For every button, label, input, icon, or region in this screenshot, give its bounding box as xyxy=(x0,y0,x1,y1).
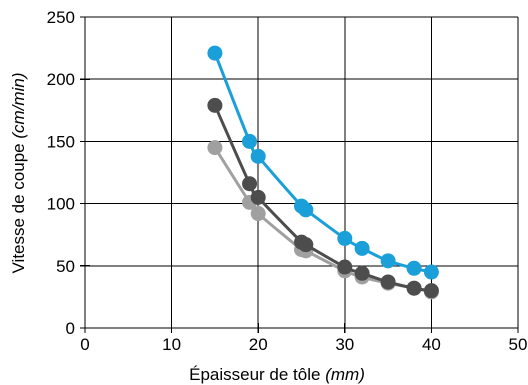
x-axis-label-text: Épaisseur de tôle xyxy=(189,365,320,384)
series-2-point-8 xyxy=(380,274,396,290)
series-2-point-6 xyxy=(337,259,353,275)
series-2-point-7 xyxy=(354,265,370,281)
series-1-point-9 xyxy=(406,260,422,276)
y-axis-label-text: Vitesse de coupe xyxy=(9,143,28,273)
y-tick-label-200: 200 xyxy=(47,70,75,89)
series-1-line xyxy=(213,51,433,274)
y-tick-label-150: 150 xyxy=(47,132,75,151)
x-tick-label-10: 10 xyxy=(162,335,181,354)
series-3-point-3 xyxy=(250,206,266,222)
x-tick-label-50: 50 xyxy=(509,335,528,354)
y-axis-unit: (cm/min) xyxy=(9,73,28,139)
x-tick-label-20: 20 xyxy=(249,335,268,354)
series-2-point-2 xyxy=(242,176,258,192)
series-group xyxy=(207,45,439,300)
series-1 xyxy=(207,45,439,280)
x-tick-label-40: 40 xyxy=(422,335,441,354)
series-2-line xyxy=(213,103,433,293)
series-1-point-8 xyxy=(380,253,396,269)
grid xyxy=(85,16,519,328)
y-tick-label-250: 250 xyxy=(47,8,75,27)
series-2-point-5 xyxy=(298,237,314,253)
x-axis-unit: (mm) xyxy=(325,365,365,384)
series-2-point-10 xyxy=(423,283,439,299)
x-tick-label-0: 0 xyxy=(80,335,89,354)
series-3-point-1 xyxy=(207,140,223,156)
x-tick-label-30: 30 xyxy=(335,335,354,354)
series-1-point-7 xyxy=(354,240,370,256)
series-1-point-5 xyxy=(298,202,314,218)
series-1-point-3 xyxy=(250,148,266,164)
x-axis-label: Épaisseur de tôle (mm) xyxy=(189,365,365,384)
y-tick-label-100: 100 xyxy=(47,195,75,214)
series-2 xyxy=(207,97,439,299)
y-tick-label-50: 50 xyxy=(56,257,75,276)
series-3-line xyxy=(213,146,433,294)
series-2-point-3 xyxy=(250,189,266,205)
series-2-point-1 xyxy=(207,97,223,113)
series-1-point-6 xyxy=(337,230,353,246)
y-tick-label-0: 0 xyxy=(66,319,75,338)
tick-labels: 0 10 20 30 40 50 0 50 100 150 200 250 xyxy=(47,8,528,354)
y-axis-label: Vitesse de coupe (cm/min) xyxy=(9,73,28,274)
series-1-point-2 xyxy=(242,133,258,149)
series-1-point-1 xyxy=(207,45,223,61)
series-1-point-10 xyxy=(423,264,439,280)
axes xyxy=(80,16,519,333)
series-2-point-9 xyxy=(406,280,422,296)
